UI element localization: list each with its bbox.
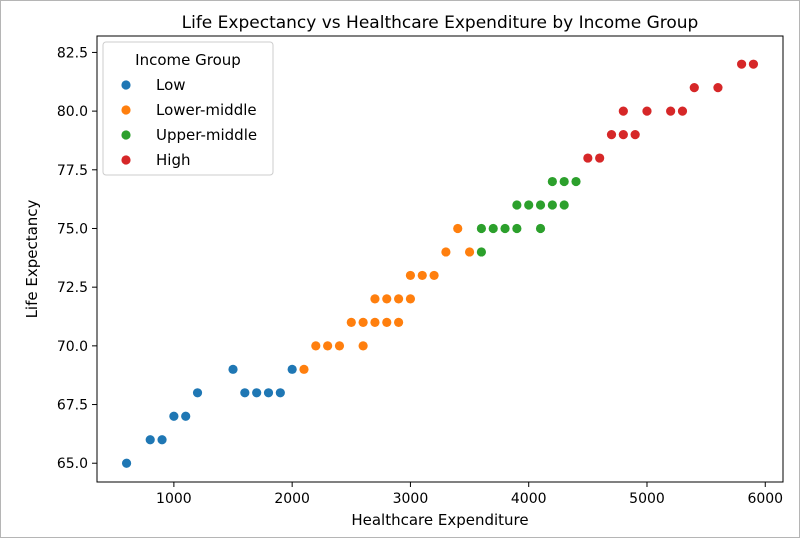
axes-frame <box>96 35 784 483</box>
data-point-low-4 <box>181 411 191 421</box>
data-point-high-6 <box>642 106 652 116</box>
data-point-high-3 <box>618 106 628 116</box>
y-tick-label: 80.0 <box>57 104 88 120</box>
data-points <box>121 59 759 468</box>
data-point-low-7 <box>240 388 250 398</box>
data-point-lower-middle-10 <box>382 317 392 327</box>
x-tick-label: 4000 <box>511 491 547 507</box>
data-point-high-0 <box>583 153 593 163</box>
data-point-upper-middle-4 <box>512 200 522 210</box>
data-point-low-5 <box>192 388 203 398</box>
data-point-upper-middle-0 <box>476 223 486 234</box>
data-point-upper-middle-6 <box>524 200 534 210</box>
data-point-high-11 <box>737 59 747 69</box>
data-point-high-1 <box>595 153 605 163</box>
x-tick-label: 1000 <box>156 491 192 507</box>
data-point-upper-middle-13 <box>571 176 581 187</box>
data-point-lower-middle-4 <box>346 317 356 327</box>
data-point-upper-middle-5 <box>512 223 522 234</box>
data-point-lower-middle-5 <box>358 317 368 327</box>
data-point-lower-middle-6 <box>358 341 368 351</box>
x-tick-label: 5000 <box>629 491 665 507</box>
y-tick-label: 77.5 <box>57 163 88 179</box>
data-point-lower-middle-2 <box>323 341 333 351</box>
y-tick-label: 67.5 <box>57 398 88 414</box>
x-tick-label: 2000 <box>274 491 310 507</box>
data-point-low-6 <box>228 364 238 374</box>
data-point-high-4 <box>618 129 628 140</box>
data-point-low-10 <box>275 388 285 398</box>
data-point-upper-middle-1 <box>476 247 486 257</box>
data-point-lower-middle-19 <box>464 247 475 257</box>
y-tick-label: 72.5 <box>57 280 88 296</box>
y-axis-label: Life Expectancy <box>23 199 41 318</box>
data-point-upper-middle-10 <box>547 200 557 210</box>
data-point-upper-middle-12 <box>559 200 569 210</box>
data-point-high-2 <box>606 129 617 140</box>
legend-box <box>102 41 274 176</box>
data-point-upper-middle-7 <box>535 200 546 210</box>
legend-label-lower-middle: Lower-middle <box>156 101 257 119</box>
data-point-upper-middle-3 <box>500 223 510 234</box>
y-axis-ticks: 65.0 67.5 70.0 72.5 75.0 77.5 80.0 82.5 <box>57 45 97 472</box>
data-point-low-2 <box>157 435 167 445</box>
data-point-upper-middle-9 <box>547 176 557 187</box>
data-point-low-8 <box>252 388 262 398</box>
data-point-low-0 <box>121 458 132 468</box>
data-point-low-3 <box>169 411 179 421</box>
y-tick-label: 82.5 <box>57 45 88 61</box>
data-point-low-1 <box>145 435 155 445</box>
data-point-lower-middle-11 <box>394 294 404 304</box>
x-axis-label: Healthcare Expenditure <box>351 511 528 529</box>
legend-title: Income Group <box>135 51 241 69</box>
data-point-high-5 <box>630 129 640 140</box>
legend-label-high: High <box>156 151 190 169</box>
data-point-lower-middle-3 <box>334 341 345 351</box>
y-tick-label: 65.0 <box>57 456 88 472</box>
data-point-upper-middle-8 <box>535 223 546 234</box>
data-point-lower-middle-12 <box>394 317 404 327</box>
legend-marker-upper-middle <box>121 130 131 140</box>
plot-area: 1000 2000 3000 4000 5000 6000 65.0 67.5 70.0 72.… <box>57 35 784 507</box>
data-point-lower-middle-9 <box>382 294 392 304</box>
data-point-lower-middle-14 <box>405 294 416 304</box>
data-point-high-10 <box>713 83 723 93</box>
legend-label-low: Low <box>156 76 186 94</box>
data-point-high-8 <box>677 106 688 116</box>
data-point-lower-middle-17 <box>441 247 451 257</box>
data-point-lower-middle-8 <box>370 317 380 327</box>
legend-label-upper-middle: Upper-middle <box>156 126 257 144</box>
legend-marker-low <box>121 80 131 90</box>
data-point-lower-middle-16 <box>429 270 439 281</box>
data-point-lower-middle-0 <box>299 364 309 374</box>
data-point-upper-middle-2 <box>488 223 498 234</box>
data-point-lower-middle-13 <box>405 270 416 281</box>
x-axis-ticks: 1000 2000 3000 4000 5000 6000 <box>156 482 783 507</box>
data-point-high-7 <box>666 106 676 116</box>
data-point-high-9 <box>689 83 699 93</box>
data-point-lower-middle-18 <box>453 223 463 234</box>
legend: Income Group Low Lower-middle Upper-middle… <box>102 41 274 176</box>
x-tick-label: 3000 <box>393 491 429 507</box>
legend-marker-high <box>121 155 131 165</box>
legend-marker-lower-middle <box>121 105 131 115</box>
data-point-low-9 <box>263 388 274 398</box>
data-point-lower-middle-15 <box>417 270 427 281</box>
legend-entries: Low Lower-middle Upper-middle High <box>121 76 257 169</box>
chart-title: Life Expectancy vs Healthcare Expenditur… <box>182 13 699 33</box>
data-point-high-12 <box>748 59 759 69</box>
data-point-upper-middle-11 <box>559 176 569 187</box>
y-tick-label: 70.0 <box>57 339 88 355</box>
data-point-lower-middle-1 <box>311 341 321 351</box>
y-tick-label: 75.0 <box>57 221 88 237</box>
data-point-lower-middle-7 <box>370 294 380 304</box>
x-tick-label: 6000 <box>747 491 783 507</box>
data-point-low-11 <box>287 364 297 374</box>
